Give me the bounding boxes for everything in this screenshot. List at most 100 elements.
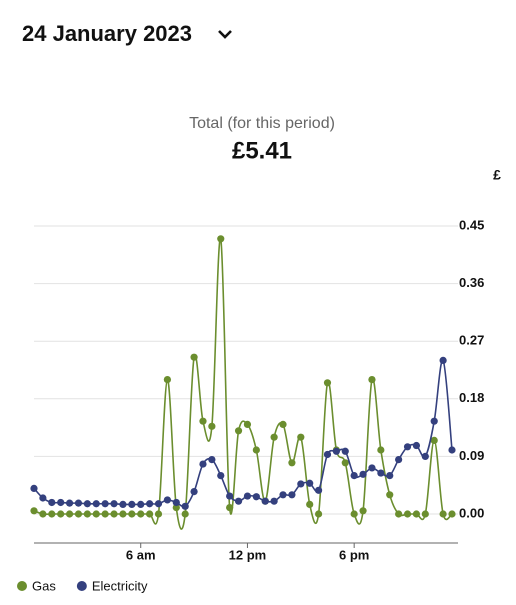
data-point <box>226 504 234 512</box>
data-point <box>270 433 278 441</box>
x-tick-label: 6 am <box>126 547 156 562</box>
data-point <box>332 447 340 455</box>
y-tick-label: 0.18 <box>459 390 484 405</box>
data-point <box>92 500 100 508</box>
data-point <box>403 510 412 518</box>
data-point <box>74 499 83 507</box>
data-point <box>368 376 376 384</box>
data-point <box>395 456 403 464</box>
legend-label: Electricity <box>92 578 148 593</box>
data-point <box>448 510 456 518</box>
data-point <box>172 498 180 507</box>
data-point <box>92 510 100 518</box>
data-point <box>421 510 429 518</box>
y-tick-label: 0.36 <box>459 275 484 290</box>
data-point <box>128 510 136 518</box>
data-point <box>30 507 38 515</box>
x-tick-label: 6 pm <box>339 547 369 562</box>
y-tick-label: 0.27 <box>459 333 484 348</box>
data-point <box>57 498 65 507</box>
data-point <box>48 510 56 518</box>
data-point <box>190 488 198 496</box>
x-tick-label: 12 pm <box>229 547 267 562</box>
data-point <box>65 510 74 518</box>
legend-swatch <box>76 581 87 591</box>
data-point <box>57 510 65 518</box>
data-point <box>217 235 225 243</box>
data-point <box>74 510 83 518</box>
data-point <box>395 510 403 518</box>
data-point <box>119 510 127 518</box>
data-point <box>306 500 314 508</box>
data-point <box>386 472 394 480</box>
data-point <box>252 493 260 501</box>
y-tick-label: 0.00 <box>459 505 484 520</box>
data-point <box>243 492 252 500</box>
legend-label: Gas <box>32 578 56 593</box>
data-point <box>323 450 332 459</box>
data-point <box>199 417 207 425</box>
data-point <box>421 452 429 460</box>
data-point <box>172 504 180 512</box>
data-point <box>234 497 243 505</box>
data-point <box>243 420 252 428</box>
data-point <box>65 499 74 507</box>
data-point <box>359 470 367 478</box>
data-point <box>39 510 47 518</box>
data-point <box>270 497 278 505</box>
data-point <box>412 510 421 518</box>
data-point <box>350 472 358 480</box>
data-point <box>137 510 145 518</box>
data-point <box>217 472 225 480</box>
data-point <box>83 500 91 508</box>
data-point <box>101 500 109 508</box>
data-point <box>341 447 349 455</box>
data-point <box>101 510 109 518</box>
data-point <box>323 379 332 387</box>
data-point <box>137 500 145 508</box>
y-axis-label: £ <box>493 167 501 183</box>
total-value: £5.41 <box>232 137 292 164</box>
data-point <box>119 500 127 508</box>
data-point <box>190 353 198 361</box>
data-point <box>30 484 38 492</box>
data-point <box>261 497 269 505</box>
data-point <box>377 469 385 477</box>
data-point <box>288 459 296 467</box>
data-point <box>39 494 47 502</box>
total-label: Total (for this period) <box>189 115 335 132</box>
data-point <box>181 502 189 510</box>
data-point <box>314 486 323 494</box>
data-point <box>146 510 154 518</box>
date-title: 24 January 2023 <box>22 21 192 46</box>
data-point <box>199 460 207 468</box>
data-point <box>279 491 287 499</box>
data-point <box>439 356 447 364</box>
data-point <box>412 441 421 450</box>
data-point <box>226 492 234 500</box>
data-point <box>208 422 216 430</box>
data-point <box>163 376 172 384</box>
data-point <box>48 498 56 507</box>
data-point <box>279 420 287 428</box>
data-point <box>306 479 314 487</box>
data-point <box>154 510 163 518</box>
y-tick-label: 0.45 <box>459 217 484 232</box>
data-point <box>110 510 118 518</box>
data-point <box>208 456 216 464</box>
data-point <box>252 446 260 454</box>
data-point <box>403 443 412 451</box>
data-point <box>110 500 118 508</box>
data-point <box>83 510 91 518</box>
data-point <box>154 500 163 508</box>
date-chevron[interactable] <box>218 30 232 39</box>
data-point <box>297 433 305 441</box>
data-point <box>448 446 456 454</box>
data-point <box>234 427 243 435</box>
data-point <box>377 446 385 454</box>
data-point <box>430 417 438 425</box>
data-point <box>146 500 154 508</box>
data-point <box>181 510 189 518</box>
